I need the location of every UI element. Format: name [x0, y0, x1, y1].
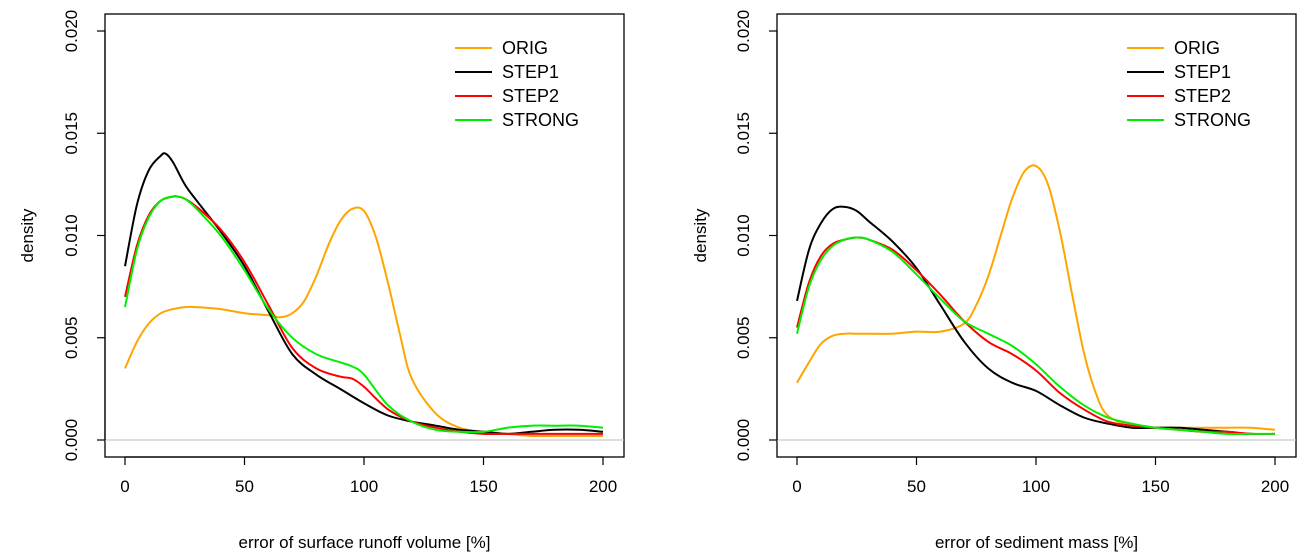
x-tick-label: 100: [350, 477, 378, 496]
series-line-step2: [124, 195, 603, 436]
legend: ORIG STEP1 STEP2 STRONG: [455, 38, 579, 130]
legend-label-strong: STRONG: [1174, 110, 1251, 130]
y-axis: 0.000 0.005 0.010 0.015 0.020: [734, 10, 778, 462]
series-line-orig: [124, 206, 603, 438]
x-tick-label: 200: [1261, 477, 1289, 496]
y-tick-label: 0.000: [734, 419, 753, 462]
y-tick-label: 0.015: [734, 112, 753, 155]
y-tick-label: 0.020: [62, 10, 81, 53]
legend-label-step2: STEP2: [1174, 86, 1231, 106]
x-tick-label: 0: [792, 477, 801, 496]
series-line-step1: [796, 205, 1276, 436]
series-line-strong: [796, 236, 1275, 436]
x-axis: 0 50 100 150 200: [120, 456, 617, 496]
y-axis-title: density: [691, 208, 710, 262]
legend-label-step1: STEP1: [1174, 62, 1231, 82]
y-tick-label: 0.010: [62, 214, 81, 257]
series-line-step2: [796, 236, 1276, 436]
x-tick-label: 200: [589, 477, 617, 496]
chart-panel-1: 0 50 100 150 200 0.000 0.005 0.010 0.015 0.020 err…: [18, 10, 625, 552]
x-axis-title: error of sediment mass [%]: [935, 533, 1138, 552]
series-line-strong: [124, 195, 604, 434]
legend-label-strong: STRONG: [502, 110, 579, 130]
legend-label-step1: STEP1: [502, 62, 559, 82]
y-axis-title: density: [18, 208, 37, 262]
x-tick-label: 150: [469, 477, 497, 496]
x-tick-label: 50: [907, 477, 926, 496]
legend: ORIG STEP1 STEP2 STRONG: [1127, 38, 1251, 130]
legend-label-orig: ORIG: [502, 38, 548, 58]
y-tick-label: 0.000: [62, 419, 81, 462]
x-tick-label: 50: [235, 477, 254, 496]
y-axis: 0.000 0.005 0.010 0.015 0.020: [62, 10, 106, 462]
legend-label-step2: STEP2: [502, 86, 559, 106]
legend-label-orig: ORIG: [1174, 38, 1220, 58]
x-axis: 0 50 100 150 200: [792, 456, 1289, 496]
x-tick-label: 0: [120, 477, 129, 496]
y-tick-label: 0.005: [62, 316, 81, 359]
y-tick-label: 0.005: [734, 316, 753, 359]
y-tick-label: 0.015: [62, 112, 81, 155]
x-tick-label: 150: [1141, 477, 1169, 496]
x-axis-title: error of surface runoff volume [%]: [239, 533, 491, 552]
y-tick-label: 0.010: [734, 214, 753, 257]
x-tick-label: 100: [1022, 477, 1050, 496]
y-tick-label: 0.020: [734, 10, 753, 53]
chart-panel-2: 0 50 100 150 200 0.000 0.005 0.010 0.015 0.020 err…: [691, 10, 1297, 552]
series-line-step1: [124, 152, 604, 435]
